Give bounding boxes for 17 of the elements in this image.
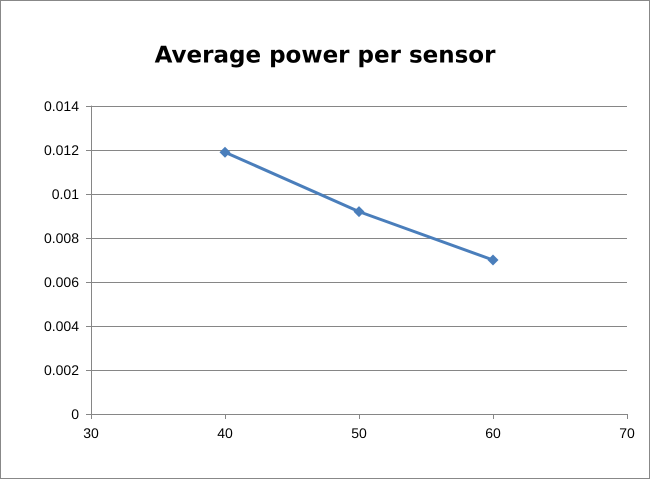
y-tick-label: 0.014 xyxy=(44,98,80,114)
x-tick-label: 70 xyxy=(619,425,635,441)
x-tick-label: 30 xyxy=(83,425,99,441)
y-tick-label: 0.004 xyxy=(44,318,80,334)
y-tick-label: 0.01 xyxy=(52,186,80,202)
point xyxy=(488,254,498,266)
x-tick-label: 50 xyxy=(351,425,367,441)
chart-title: Average power per sensor xyxy=(154,42,496,68)
y-tick-label: 0.008 xyxy=(44,230,80,246)
x-tick-label: 40 xyxy=(217,425,233,441)
y-tick-label: 0 xyxy=(71,406,80,422)
y-tick-label: 0.006 xyxy=(44,274,80,290)
point xyxy=(220,146,230,158)
x-tick-label: 60 xyxy=(485,425,501,441)
y-tick-label: 0.002 xyxy=(44,362,80,378)
point xyxy=(354,206,364,218)
y-tick-label: 0.012 xyxy=(44,142,80,158)
